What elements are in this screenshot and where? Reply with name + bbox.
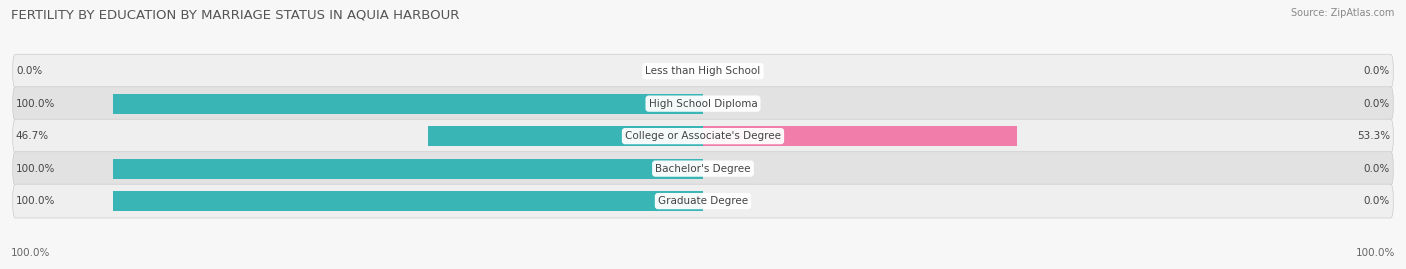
Text: High School Diploma: High School Diploma xyxy=(648,99,758,109)
Text: 100.0%: 100.0% xyxy=(1355,248,1395,258)
FancyBboxPatch shape xyxy=(13,184,1393,218)
FancyBboxPatch shape xyxy=(13,87,1393,121)
Text: 0.0%: 0.0% xyxy=(1364,164,1391,174)
Text: 100.0%: 100.0% xyxy=(15,196,55,206)
Text: Bachelor's Degree: Bachelor's Degree xyxy=(655,164,751,174)
Text: Source: ZipAtlas.com: Source: ZipAtlas.com xyxy=(1291,8,1395,18)
Bar xyxy=(703,126,1018,146)
Text: 100.0%: 100.0% xyxy=(11,248,51,258)
Text: 46.7%: 46.7% xyxy=(15,131,49,141)
Text: 0.0%: 0.0% xyxy=(15,66,42,76)
Text: 100.0%: 100.0% xyxy=(15,99,55,109)
Text: FERTILITY BY EDUCATION BY MARRIAGE STATUS IN AQUIA HARBOUR: FERTILITY BY EDUCATION BY MARRIAGE STATU… xyxy=(11,8,460,21)
Bar xyxy=(114,94,703,114)
Text: 0.0%: 0.0% xyxy=(1364,66,1391,76)
FancyBboxPatch shape xyxy=(13,54,1393,88)
Bar xyxy=(114,191,703,211)
Text: 0.0%: 0.0% xyxy=(1364,196,1391,206)
Text: College or Associate's Degree: College or Associate's Degree xyxy=(626,131,780,141)
Text: Less than High School: Less than High School xyxy=(645,66,761,76)
Text: 53.3%: 53.3% xyxy=(1357,131,1391,141)
Bar xyxy=(114,158,703,179)
Text: Graduate Degree: Graduate Degree xyxy=(658,196,748,206)
Text: 0.0%: 0.0% xyxy=(1364,99,1391,109)
FancyBboxPatch shape xyxy=(13,119,1393,153)
Text: 100.0%: 100.0% xyxy=(15,164,55,174)
FancyBboxPatch shape xyxy=(13,152,1393,186)
Bar xyxy=(427,126,703,146)
